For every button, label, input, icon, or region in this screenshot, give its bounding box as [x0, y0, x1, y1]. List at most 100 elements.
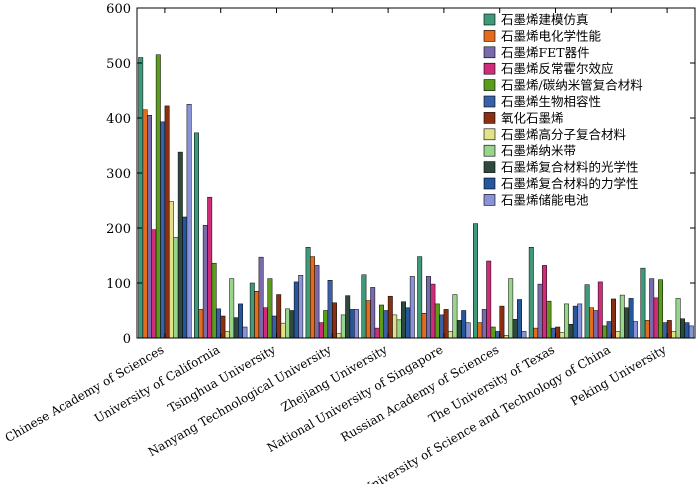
bar-series-11-cat-4 — [409, 276, 415, 339]
bar-series-5-cat-0 — [160, 121, 166, 339]
bar-series-9-cat-1 — [233, 317, 239, 339]
legend-swatch — [483, 46, 496, 59]
bar-series-10-cat-3 — [349, 309, 355, 339]
legend-swatch — [483, 79, 496, 91]
bar-series-0-cat-8 — [584, 284, 590, 339]
bar-series-9-cat-9 — [680, 318, 685, 339]
bar-series-3-cat-4 — [374, 327, 380, 339]
legend-swatch — [483, 144, 496, 157]
bar-series-2-cat-5 — [426, 276, 431, 339]
bar-series-0-cat-5 — [417, 256, 423, 339]
bar-series-10-cat-8 — [628, 298, 634, 339]
bar-series-4-cat-9 — [658, 279, 663, 339]
bar-series-10-cat-0 — [182, 216, 188, 339]
bar-series-10-cat-9 — [684, 322, 690, 339]
bar-series-1-cat-4 — [365, 300, 371, 339]
bar-series-9-cat-4 — [401, 301, 406, 339]
bar-series-3-cat-1 — [207, 196, 213, 339]
bar-series-7-cat-0 — [169, 201, 174, 339]
bar-series-3-cat-6 — [486, 260, 492, 339]
bar-series-11-cat-8 — [633, 321, 638, 339]
bar-series-8-cat-3 — [340, 314, 346, 339]
bar-series-0-cat-4 — [361, 274, 367, 339]
bar-series-1-cat-1 — [198, 309, 204, 339]
bar-series-11-cat-3 — [354, 309, 359, 339]
bar-series-4-cat-8 — [602, 325, 608, 339]
bar-series-1-cat-7 — [533, 327, 539, 339]
bar-series-6-cat-3 — [332, 302, 337, 339]
legend-label: 石墨烯复合材料的力学性 — [501, 176, 639, 191]
bar-series-7-cat-1 — [224, 331, 230, 339]
bar-series-1-cat-2 — [254, 291, 260, 339]
bar-series-5-cat-1 — [216, 308, 221, 339]
legend-swatch — [483, 13, 496, 26]
bar-series-8-cat-2 — [285, 308, 290, 339]
bar-series-1-cat-5 — [421, 313, 427, 339]
bar-series-0-cat-0 — [138, 57, 144, 339]
legend-label: 石墨烯反常霍尔效应 — [501, 61, 614, 76]
bar-series-4-cat-7 — [546, 300, 552, 339]
bar-series-9-cat-7 — [568, 324, 574, 339]
legend-swatch — [483, 161, 496, 173]
bar-series-5-cat-6 — [495, 331, 500, 339]
legend-label: 石墨烯/碳纳米管复合材料 — [501, 78, 643, 93]
bar-series-5-cat-8 — [606, 321, 612, 339]
bar-series-5-cat-7 — [550, 327, 556, 339]
bar-series-6-cat-8 — [611, 298, 616, 339]
y-tick-label: 100 — [106, 277, 131, 292]
bar-series-6-cat-9 — [666, 320, 672, 339]
bar-series-3-cat-0 — [151, 229, 157, 339]
bar-series-10-cat-4 — [405, 307, 411, 339]
bar-series-2-cat-2 — [258, 256, 264, 339]
y-tick-label: 500 — [106, 57, 131, 72]
bar-series-3-cat-8 — [597, 281, 603, 339]
bar-series-1-cat-3 — [310, 256, 315, 339]
bar-series-4-cat-5 — [434, 303, 440, 339]
x-tick-label: Peking University — [568, 342, 669, 408]
bar-series-6-cat-1 — [220, 315, 226, 339]
y-tick-label: 400 — [106, 112, 131, 127]
bar-series-6-cat-2 — [276, 294, 282, 339]
legend-label: 石墨烯FET器件 — [501, 45, 590, 60]
y-axis: 0 100 200 300 400 500 600 — [106, 2, 695, 347]
bar-series-8-cat-6 — [508, 278, 514, 339]
bar-series-4-cat-2 — [267, 278, 273, 339]
bar-series-0-cat-6 — [473, 223, 478, 339]
bar-series-11-cat-9 — [688, 325, 694, 339]
bar-series-2-cat-4 — [370, 287, 376, 339]
bar-series-5-cat-4 — [383, 310, 389, 339]
bar-series-2-cat-3 — [314, 265, 320, 339]
bar-series-9-cat-8 — [624, 307, 630, 339]
legend-label: 石墨烯高分子复合材料 — [501, 127, 627, 142]
bar-series-7-cat-5 — [448, 331, 453, 339]
legend-swatch — [483, 194, 496, 206]
legend-label: 石墨烯生物相容性 — [501, 94, 601, 109]
legend-label: 石墨烯纳米带 — [501, 143, 576, 158]
bar-series-9-cat-0 — [177, 151, 183, 339]
legend-swatch — [483, 62, 496, 75]
bar-series-8-cat-8 — [619, 294, 625, 339]
bar-series-8-cat-9 — [675, 298, 681, 339]
y-tick-label: 300 — [106, 167, 131, 182]
bar-series-1-cat-0 — [142, 109, 148, 339]
bar-series-11-cat-0 — [186, 104, 192, 339]
bar-series-10-cat-6 — [517, 299, 522, 339]
bar-series-7-cat-3 — [336, 333, 342, 339]
bar-series-5-cat-2 — [271, 315, 277, 339]
bar-series-10-cat-7 — [572, 305, 578, 339]
bar-series-3-cat-7 — [542, 265, 547, 339]
bar-series-2-cat-0 — [147, 115, 152, 339]
bar-series-9-cat-2 — [289, 310, 295, 339]
bar-series-7-cat-4 — [392, 314, 398, 339]
legend-label: 石墨烯储能电池 — [501, 192, 589, 207]
bar-series-5-cat-5 — [439, 314, 445, 339]
bar-series-9-cat-5 — [456, 320, 462, 339]
bar-series-3-cat-5 — [430, 283, 436, 339]
bar-series-0-cat-7 — [528, 247, 534, 339]
legend-swatch — [483, 128, 496, 141]
bar-series-1-cat-9 — [644, 320, 650, 339]
bar-series-2-cat-1 — [202, 225, 208, 339]
y-tick-label: 600 — [106, 2, 131, 17]
